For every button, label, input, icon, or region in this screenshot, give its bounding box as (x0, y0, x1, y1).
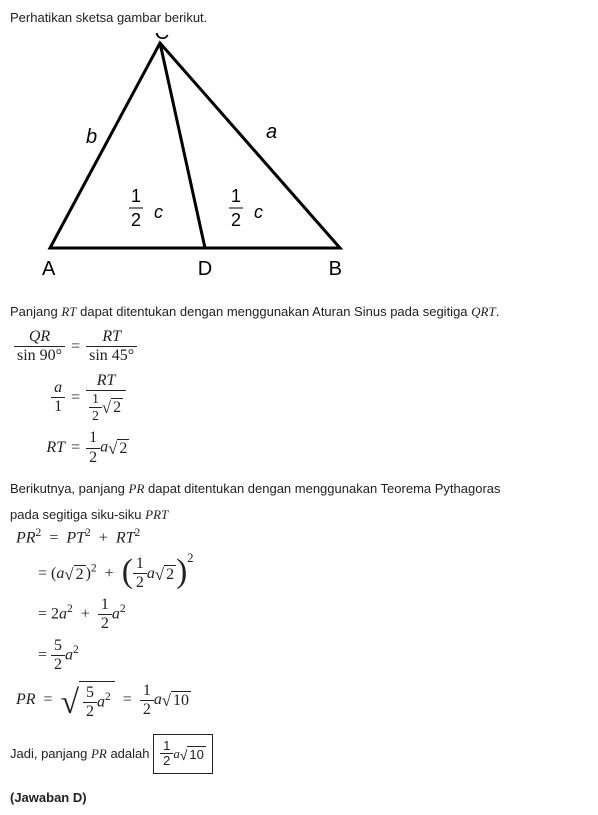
qr-num: QR (14, 328, 65, 347)
res-sqrt: 2 (117, 439, 129, 458)
half-c-right: 1 2 c (229, 186, 263, 230)
l2fn: 1 (133, 555, 147, 574)
sine-row1: QR sin 90° = RT sin 45° (12, 326, 139, 368)
vertex-d-label: D (198, 258, 212, 280)
svg-text:2: 2 (131, 210, 141, 230)
svg-text:1: 1 (131, 186, 141, 206)
vertex-c-label: C (155, 33, 169, 44)
boxed-answer: 1 2 a√10 (153, 734, 213, 775)
l3fn: 1 (98, 596, 112, 615)
sin1: sin (17, 347, 36, 364)
pyth-l5: PR = √ 5 2 a2 = 1 2 a√10 (16, 677, 588, 723)
sin2: sin (89, 347, 108, 364)
pyth-head: PR2 = PT2 + RT2 (16, 527, 588, 547)
one-den: 1 (51, 398, 65, 416)
l3fd: 2 (98, 615, 112, 633)
l2s2: 2 (164, 565, 176, 584)
sine-row2: a 1 = RT 1 2 √2 (12, 370, 139, 426)
angle45: 45° (112, 347, 134, 364)
pyth-rt: RT (116, 530, 135, 547)
rt-intro-var2: QRT (471, 304, 496, 319)
svg-text:c: c (154, 202, 163, 222)
sine-rule-steps: QR sin 90° = RT sin 45° a 1 = RT 1 (10, 324, 141, 471)
side-b-label: b (86, 126, 97, 148)
pr-i1v: PR (129, 481, 145, 496)
l4fn: 5 (51, 637, 65, 656)
pr-i3a: pada segitiga siku-siku (10, 507, 145, 522)
vertex-a-label: A (42, 258, 56, 280)
a-num: a (51, 379, 65, 398)
rt-intro-t2: dapat ditentukan dengan menggunakan Atur… (77, 304, 472, 319)
side-a-label: a (266, 121, 277, 143)
rt-num: RT (86, 328, 137, 347)
pyth-l2: = (a√2)2 + ( 1 2 a√2)2 (38, 551, 588, 593)
l4a: a (65, 646, 73, 663)
answer-label: (Jawaban D) (10, 790, 588, 805)
svg-text:1: 1 (231, 186, 241, 206)
svg-text:2: 2 (231, 210, 241, 230)
rt-num2: RT (86, 372, 126, 391)
l5oa: a (154, 691, 162, 708)
concl-var: PR (91, 745, 107, 760)
res-a: a (100, 439, 108, 456)
l2a: a (56, 565, 64, 582)
pyth-pr: PR (16, 530, 36, 547)
concl-1: Jadi, panjang (10, 745, 91, 760)
half-c-left: 1 2 c (129, 186, 163, 230)
pyth-pt: PT (66, 530, 85, 547)
median-cd (160, 43, 205, 248)
l5lhs: PR (16, 691, 36, 708)
l2s1: 2 (74, 565, 86, 584)
vertex-b-label: B (329, 258, 342, 280)
pr-i3b: PRT (145, 507, 168, 522)
l4fd: 2 (51, 656, 65, 674)
l5ifd: 2 (83, 703, 97, 721)
intro-text: Perhatikan sketsa gambar berikut. (10, 10, 588, 25)
rt-intro-var1: RT (61, 304, 76, 319)
res-num: 1 (86, 429, 100, 448)
angle90: 90° (40, 347, 62, 364)
rt-intro-t1: Panjang (10, 304, 61, 319)
half-num: 1 (89, 391, 102, 408)
pr-intro-1: Berikutnya, panjang PR dapat ditentukan … (10, 481, 588, 497)
l2fd: 2 (133, 574, 147, 592)
l5ofd: 2 (140, 701, 154, 719)
pr-intro-2: pada segitiga siku-siku PRT (10, 507, 588, 523)
sine-row3: RT = 1 2 a√2 (12, 427, 139, 469)
pyth-l3: = 2a2 + 1 2 a2 (38, 596, 588, 634)
box-fd: 2 (160, 754, 173, 769)
pr-i1: Berikutnya, panjang (10, 481, 129, 496)
half-den: 2 (89, 408, 102, 424)
svg-text:c: c (254, 202, 263, 222)
rt-intro: Panjang RT dapat ditentukan dengan mengg… (10, 304, 588, 320)
rt-intro-period: . (496, 304, 500, 319)
l3c: 2 (51, 605, 59, 622)
triangle-figure: C A B D b a 1 2 c 1 2 c (40, 33, 588, 286)
box-fn: 1 (160, 739, 173, 755)
pr-i2: dapat ditentukan dengan menggunakan Teor… (144, 481, 500, 496)
l2v: a (147, 565, 155, 582)
l3a: a (59, 605, 67, 622)
sqrt2a: 2 (111, 398, 123, 417)
l5ia: a (97, 693, 105, 710)
pyth-l4: = 5 2 a2 (38, 637, 588, 675)
l5os: 10 (171, 691, 191, 710)
l5ofn: 1 (140, 682, 154, 701)
conclusion: Jadi, panjang PR adalah 1 2 a√10 (10, 734, 588, 775)
rt-lhs: RT (12, 427, 67, 469)
concl-2: adalah (107, 745, 153, 760)
l5ifn: 5 (83, 684, 97, 703)
l3a2: a (112, 605, 120, 622)
res-den: 2 (86, 449, 100, 467)
